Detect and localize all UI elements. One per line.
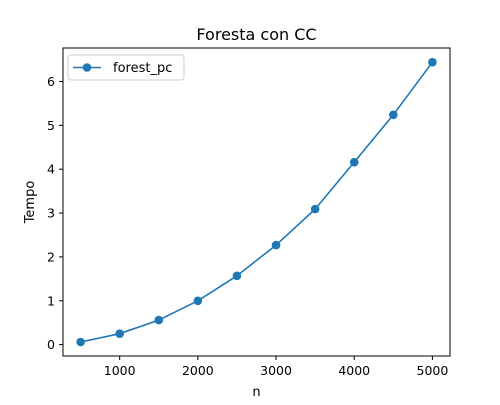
y-tick-label: 5 (47, 118, 55, 133)
axes-frame (62, 47, 451, 357)
data-point (349, 157, 359, 167)
x-tick-label: 2000 (182, 363, 214, 378)
x-tick-label: 4000 (338, 363, 370, 378)
plot-area: 1000 2000 3000 4000 5000 0 1 2 3 4 5 6 (47, 47, 451, 378)
y-tick-label: 0 (47, 337, 55, 352)
data-point (115, 329, 124, 338)
data-point (232, 271, 242, 281)
data-point (389, 110, 398, 120)
legend: forest_pc (67, 54, 185, 81)
x-axis-ticks: 1000 2000 3000 4000 5000 (104, 356, 449, 378)
legend-entry-label: forest_pc (113, 61, 172, 76)
y-tick-label: 4 (47, 162, 55, 177)
x-tick-label: 3000 (260, 363, 292, 378)
x-tick-label: 1000 (104, 363, 136, 378)
data-point (154, 315, 164, 325)
legend-box (67, 54, 185, 81)
series-line (79, 61, 434, 343)
data-point (193, 296, 203, 306)
data-point (428, 57, 437, 67)
data-point (310, 204, 320, 214)
y-tick-label: 6 (47, 74, 55, 89)
y-axis-label: Tempo (23, 181, 38, 225)
x-axis-label: n (252, 385, 260, 400)
series-layer (76, 57, 437, 347)
data-point (271, 240, 281, 250)
y-tick-label: 2 (47, 249, 55, 264)
y-tick-label: 1 (47, 293, 55, 308)
data-point (76, 337, 85, 347)
x-tick-label: 5000 (417, 363, 449, 378)
y-tick-label: 3 (47, 206, 55, 221)
legend-marker-icon (82, 63, 92, 72)
y-axis-ticks: 0 1 2 3 4 5 6 (47, 74, 63, 352)
chart-title: Foresta con CC (196, 25, 316, 44)
